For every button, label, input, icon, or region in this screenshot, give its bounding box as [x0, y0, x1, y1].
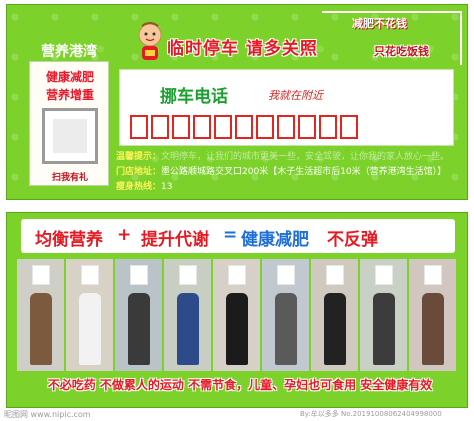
face-blur-icon — [31, 265, 50, 285]
headline-plus: + — [117, 225, 132, 245]
notice-hotline: 瘦身热线：13 — [116, 181, 172, 193]
notice-tip-text: 文明停车，让我们的城市更美一些，安全驾驶，让你我的家人放心一些。 — [161, 152, 450, 162]
phone-digit-box — [193, 115, 211, 139]
before-after-photo — [164, 259, 211, 371]
phone-panel: 挪车电话 我就在附近 — [119, 69, 454, 146]
notice-address: 门店地址：墨公路顺城路交叉口200米【木子生活超市后10米（营养港湾生活馆）】 — [116, 166, 446, 178]
face-blur-icon — [276, 265, 295, 285]
phone-digit-box — [172, 115, 190, 139]
parking-banner-title: 临时停车 请多关照 — [167, 39, 318, 59]
watermark-right: By:牟以多多 No.20191008062404998000 — [300, 410, 442, 418]
face-blur-icon — [80, 265, 99, 285]
phone-digit-box — [214, 115, 232, 139]
notice-address-text: 墨公路顺城路交叉口200米【木子生活超市后10米（营养港湾生活馆）】 — [161, 167, 447, 177]
scan-caption: 扫我有礼 — [51, 173, 88, 183]
phone-label: 挪车电话 — [160, 87, 228, 107]
person-figure-icon — [323, 293, 346, 365]
person-figure-icon — [127, 293, 150, 365]
notice-tip: 温馨提示：文明停车，让我们的城市更美一些，安全驾驶，让你我的家人放心一些。 — [116, 151, 449, 163]
slogan-tag-line-1: 减肥不花钱 — [352, 17, 407, 30]
before-after-photo — [262, 259, 309, 371]
qr-code-icon — [42, 108, 98, 164]
slogan-line-1: 健康减肥 — [45, 70, 94, 84]
phone-digit-box — [235, 115, 253, 139]
before-after-photo — [66, 259, 113, 371]
person-figure-icon — [421, 293, 444, 365]
notice-tip-label: 温馨提示： — [116, 152, 162, 162]
parking-card: 营养港湾 健康减肥 营养增重 扫我有礼 临时停车 请多关照 减肥不花钱 只花吃饭… — [6, 4, 468, 200]
before-after-photo — [213, 259, 260, 371]
phone-digit-box — [298, 115, 316, 139]
slogan-tag: 减肥不花钱 只花吃饭钱 — [322, 11, 462, 65]
phone-digit-box — [340, 115, 358, 139]
phone-digit-box — [256, 115, 274, 139]
headline-part-no-rebound: 不反弹 — [327, 230, 378, 250]
face-blur-icon — [374, 265, 393, 285]
phone-digit-box — [277, 115, 295, 139]
slogan-tag-line-2: 只花吃饭钱 — [374, 45, 429, 58]
before-after-photo — [17, 259, 64, 371]
person-figure-icon — [29, 293, 52, 365]
watermark-left: 昵图网 www.nipic.com — [4, 410, 91, 419]
before-after-photo-strip — [17, 259, 459, 371]
face-blur-icon — [129, 265, 148, 285]
phone-digit-box — [319, 115, 337, 139]
headline-part-balanced-nutrition: 均衡营养 — [35, 230, 103, 250]
weightloss-card: 均衡营养 + 提升代谢 = 健康减肥 不反弹 不必吃药 不做累人的运动 不需节食… — [6, 212, 468, 408]
notice-address-label: 门店地址： — [116, 167, 162, 177]
person-figure-icon — [176, 293, 199, 365]
headline-equals: = — [223, 225, 238, 245]
person-figure-icon — [78, 293, 101, 365]
person-figure-icon — [225, 293, 248, 365]
person-figure-icon — [274, 293, 297, 365]
headline-banner: 均衡营养 + 提升代谢 = 健康减肥 不反弹 — [21, 219, 455, 253]
before-after-photo — [409, 259, 456, 371]
brand-title: 营养港湾 — [41, 44, 97, 60]
face-blur-icon — [178, 265, 197, 285]
headline-part-healthy-weightloss: 健康减肥 — [241, 230, 309, 250]
notice-hotline-label: 瘦身热线： — [116, 182, 162, 192]
face-blur-icon — [227, 265, 246, 285]
phone-subtitle: 我就在附近 — [268, 89, 323, 102]
slogan-line-2: 营养增重 — [45, 88, 94, 102]
before-after-photo — [311, 259, 358, 371]
person-figure-icon — [372, 293, 395, 365]
before-after-photo — [360, 259, 407, 371]
headline-part-boost-metabolism: 提升代谢 — [141, 230, 209, 250]
face-blur-icon — [325, 265, 344, 285]
phone-digit-box — [151, 115, 169, 139]
baby-mascot-icon — [138, 22, 162, 60]
qr-panel: 健康减肥 营养增重 扫我有礼 — [29, 61, 109, 186]
notice-hotline-number: 13 — [161, 182, 173, 192]
before-after-photo — [115, 259, 162, 371]
phone-digit-box — [130, 115, 148, 139]
benefits-footer: 不必吃药 不做累人的运动 不需节食，儿童、孕妇也可食用 安全健康有效 — [47, 378, 433, 392]
face-blur-icon — [423, 265, 442, 285]
